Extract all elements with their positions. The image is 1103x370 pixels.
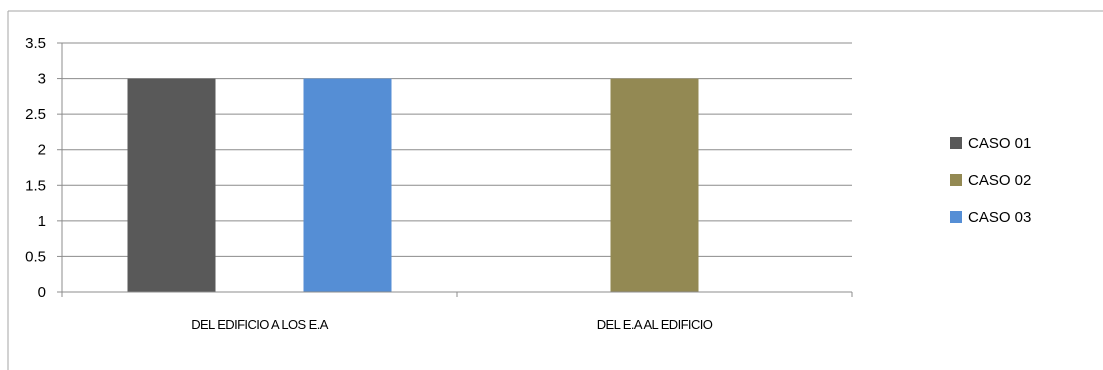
- y-tick-label: 2: [38, 142, 46, 159]
- bar-caso-03-1: [303, 78, 392, 292]
- y-tick-label: 1: [38, 213, 46, 230]
- legend-swatch-caso-03: [950, 211, 962, 223]
- bar-caso-01-1: [127, 78, 216, 292]
- y-tick-label: 0.5: [25, 248, 46, 265]
- y-tick-label: 3: [38, 71, 46, 88]
- x-category-label: DEL E.A AL EDIFICIO: [597, 317, 713, 332]
- legend-label-caso-02: CASO 02: [968, 172, 1031, 189]
- legend-swatch-caso-02: [950, 174, 962, 186]
- x-category-label: DEL EDIFICIO A LOS E.A: [191, 317, 329, 332]
- bars: [127, 78, 699, 292]
- x-axis: [61, 43, 853, 297]
- legend: CASO 01 CASO 02 CASO 03: [950, 135, 1031, 226]
- bar-caso-02-2: [610, 78, 699, 292]
- legend-label-caso-03: CASO 03: [968, 209, 1031, 226]
- y-tick-label: 0: [38, 284, 46, 301]
- y-tick-label: 3.5: [25, 35, 46, 52]
- y-tick-label: 1.5: [25, 177, 46, 194]
- legend-label-caso-01: CASO 01: [968, 135, 1031, 152]
- y-axis-tick-labels: 0 0.5 1 1.5 2 2.5 3 3.5: [25, 35, 46, 301]
- x-axis-category-labels: DEL EDIFICIO A LOS E.A DEL E.A AL EDIFICI…: [191, 317, 713, 332]
- legend-swatch-caso-01: [950, 137, 962, 149]
- y-tick-label: 2.5: [25, 106, 46, 123]
